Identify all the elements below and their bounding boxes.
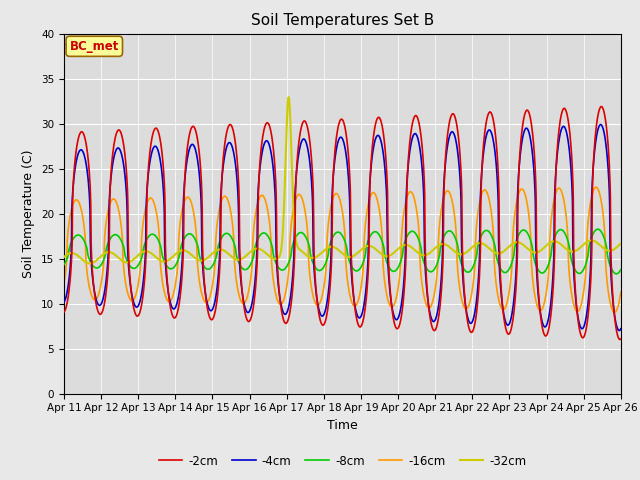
Y-axis label: Soil Temperature (C): Soil Temperature (C) <box>22 149 35 278</box>
Line: -32cm: -32cm <box>64 97 621 264</box>
-4cm <box>296 143 304 149</box>
-4cm <box>616 328 623 334</box>
Legend: -2cm, -4cm, -8cm, -16cm, -32cm: -2cm, -4cm, -8cm, -16cm, -32cm <box>154 450 531 472</box>
-8cm <box>60 262 68 267</box>
Line: -2cm: -2cm <box>64 107 621 339</box>
-2cm <box>103 280 111 286</box>
-16cm <box>126 296 134 301</box>
-16cm <box>611 310 618 315</box>
-16cm <box>296 192 304 198</box>
Line: -8cm: -8cm <box>64 229 621 274</box>
-16cm <box>103 213 111 219</box>
-32cm <box>617 240 625 246</box>
-16cm <box>377 218 385 224</box>
-4cm <box>617 326 625 332</box>
-8cm <box>318 266 326 272</box>
-32cm <box>60 254 68 260</box>
-2cm <box>60 309 68 315</box>
-8cm <box>612 271 620 277</box>
-8cm <box>377 235 385 241</box>
-2cm <box>318 322 326 327</box>
Text: BC_met: BC_met <box>70 40 119 53</box>
-32cm <box>126 259 134 264</box>
-8cm <box>296 230 304 236</box>
-4cm <box>60 300 68 305</box>
-32cm <box>297 248 305 253</box>
Title: Soil Temperatures Set B: Soil Temperatures Set B <box>251 13 434 28</box>
X-axis label: Time: Time <box>327 419 358 432</box>
-32cm <box>308 255 316 261</box>
-16cm <box>308 287 316 292</box>
-4cm <box>308 182 316 188</box>
-4cm <box>126 276 134 282</box>
-8cm <box>617 267 625 273</box>
-2cm <box>126 273 134 278</box>
-2cm <box>296 130 304 135</box>
-32cm <box>104 250 111 255</box>
-8cm <box>594 226 602 232</box>
-4cm <box>318 313 326 319</box>
Line: -4cm: -4cm <box>64 125 621 331</box>
-8cm <box>308 257 316 263</box>
-2cm <box>308 160 316 166</box>
-16cm <box>617 289 625 295</box>
-2cm <box>598 104 605 109</box>
-8cm <box>103 243 111 249</box>
-4cm <box>103 268 111 274</box>
-8cm <box>126 263 134 269</box>
Line: -16cm: -16cm <box>64 187 621 312</box>
-32cm <box>86 261 94 266</box>
-32cm <box>378 252 385 257</box>
-16cm <box>592 184 600 190</box>
-2cm <box>616 336 624 342</box>
-2cm <box>617 336 625 342</box>
-16cm <box>318 295 326 300</box>
-4cm <box>377 138 385 144</box>
-4cm <box>597 122 605 128</box>
-32cm <box>285 94 292 100</box>
-16cm <box>60 280 68 286</box>
-2cm <box>377 118 385 124</box>
-32cm <box>319 249 326 255</box>
